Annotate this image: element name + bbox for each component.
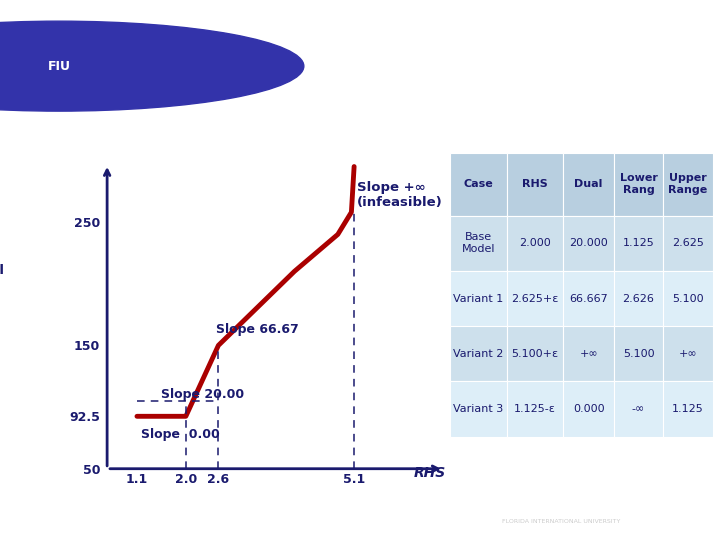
Text: 5.100: 5.100 — [623, 349, 654, 359]
Text: Two Crude Example: Two Crude Example — [282, 86, 510, 106]
Text: FIU: FIU — [48, 59, 71, 73]
Text: Upper
Range: Upper Range — [668, 173, 708, 195]
Bar — [450, 215, 506, 271]
Bar — [563, 326, 614, 381]
Bar — [663, 381, 713, 437]
Text: 2.000: 2.000 — [519, 238, 551, 248]
Circle shape — [0, 21, 304, 111]
Text: 1.125: 1.125 — [623, 238, 654, 248]
Text: 5.100: 5.100 — [672, 294, 703, 303]
Text: Variant 2: Variant 2 — [453, 349, 503, 359]
Bar — [614, 381, 663, 437]
Text: FLORIDA INTERNATIONAL UNIVERSITY: FLORIDA INTERNATIONAL UNIVERSITY — [503, 519, 621, 524]
Bar — [563, 153, 614, 215]
Bar — [563, 381, 614, 437]
Circle shape — [0, 13, 347, 119]
Bar — [450, 381, 506, 437]
Bar — [614, 271, 663, 326]
Text: +∞: +∞ — [678, 349, 697, 359]
Text: Case: Case — [464, 179, 493, 190]
Text: +∞: +∞ — [580, 349, 598, 359]
Text: 66.667: 66.667 — [570, 294, 608, 303]
Text: COLLEGE OF ENGINEERING: COLLEGE OF ENGINEERING — [504, 527, 619, 536]
Bar — [506, 326, 563, 381]
Bar — [614, 215, 663, 271]
Text: 1.125: 1.125 — [672, 404, 703, 414]
Text: Slope +∞
(infeasible): Slope +∞ (infeasible) — [357, 181, 443, 209]
Text: RHS: RHS — [414, 467, 446, 481]
Text: Dual: Dual — [575, 179, 603, 190]
Text: 2.625: 2.625 — [672, 238, 703, 248]
Text: Slope 20.00: Slope 20.00 — [161, 388, 245, 401]
Bar — [506, 215, 563, 271]
Text: -∞: -∞ — [632, 404, 645, 414]
Text: Slope  0.00: Slope 0.00 — [141, 428, 220, 441]
Text: Lower
Rang: Lower Rang — [620, 173, 657, 195]
Bar — [506, 381, 563, 437]
Text: RHS: RHS — [522, 179, 548, 190]
Text: 2.625+ε: 2.625+ε — [511, 294, 559, 303]
Text: 20.000: 20.000 — [570, 238, 608, 248]
Bar — [663, 326, 713, 381]
Text: 5.100+ε: 5.100+ε — [511, 349, 558, 359]
Bar — [450, 326, 506, 381]
Text: Parametric Variation of One Coefficient:: Parametric Variation of One Coefficient: — [161, 33, 631, 53]
Bar — [563, 215, 614, 271]
Bar — [450, 153, 506, 215]
Bar — [663, 153, 713, 215]
Bar — [614, 153, 663, 215]
Bar — [663, 215, 713, 271]
Text: 1.125-ε: 1.125-ε — [514, 404, 556, 414]
Bar — [506, 271, 563, 326]
Bar — [450, 271, 506, 326]
Text: Variant 1: Variant 1 — [453, 294, 503, 303]
Text: 2.626: 2.626 — [623, 294, 654, 303]
Bar — [506, 153, 563, 215]
Text: Slope 66.67: Slope 66.67 — [216, 323, 298, 336]
Bar — [563, 271, 614, 326]
Text: Variant 3: Variant 3 — [453, 404, 503, 414]
Text: Base
Model: Base Model — [462, 232, 495, 254]
Text: 0.000: 0.000 — [573, 404, 604, 414]
Bar — [614, 326, 663, 381]
Bar — [663, 271, 713, 326]
Text: Optimal
Value: Optimal Value — [0, 264, 4, 292]
